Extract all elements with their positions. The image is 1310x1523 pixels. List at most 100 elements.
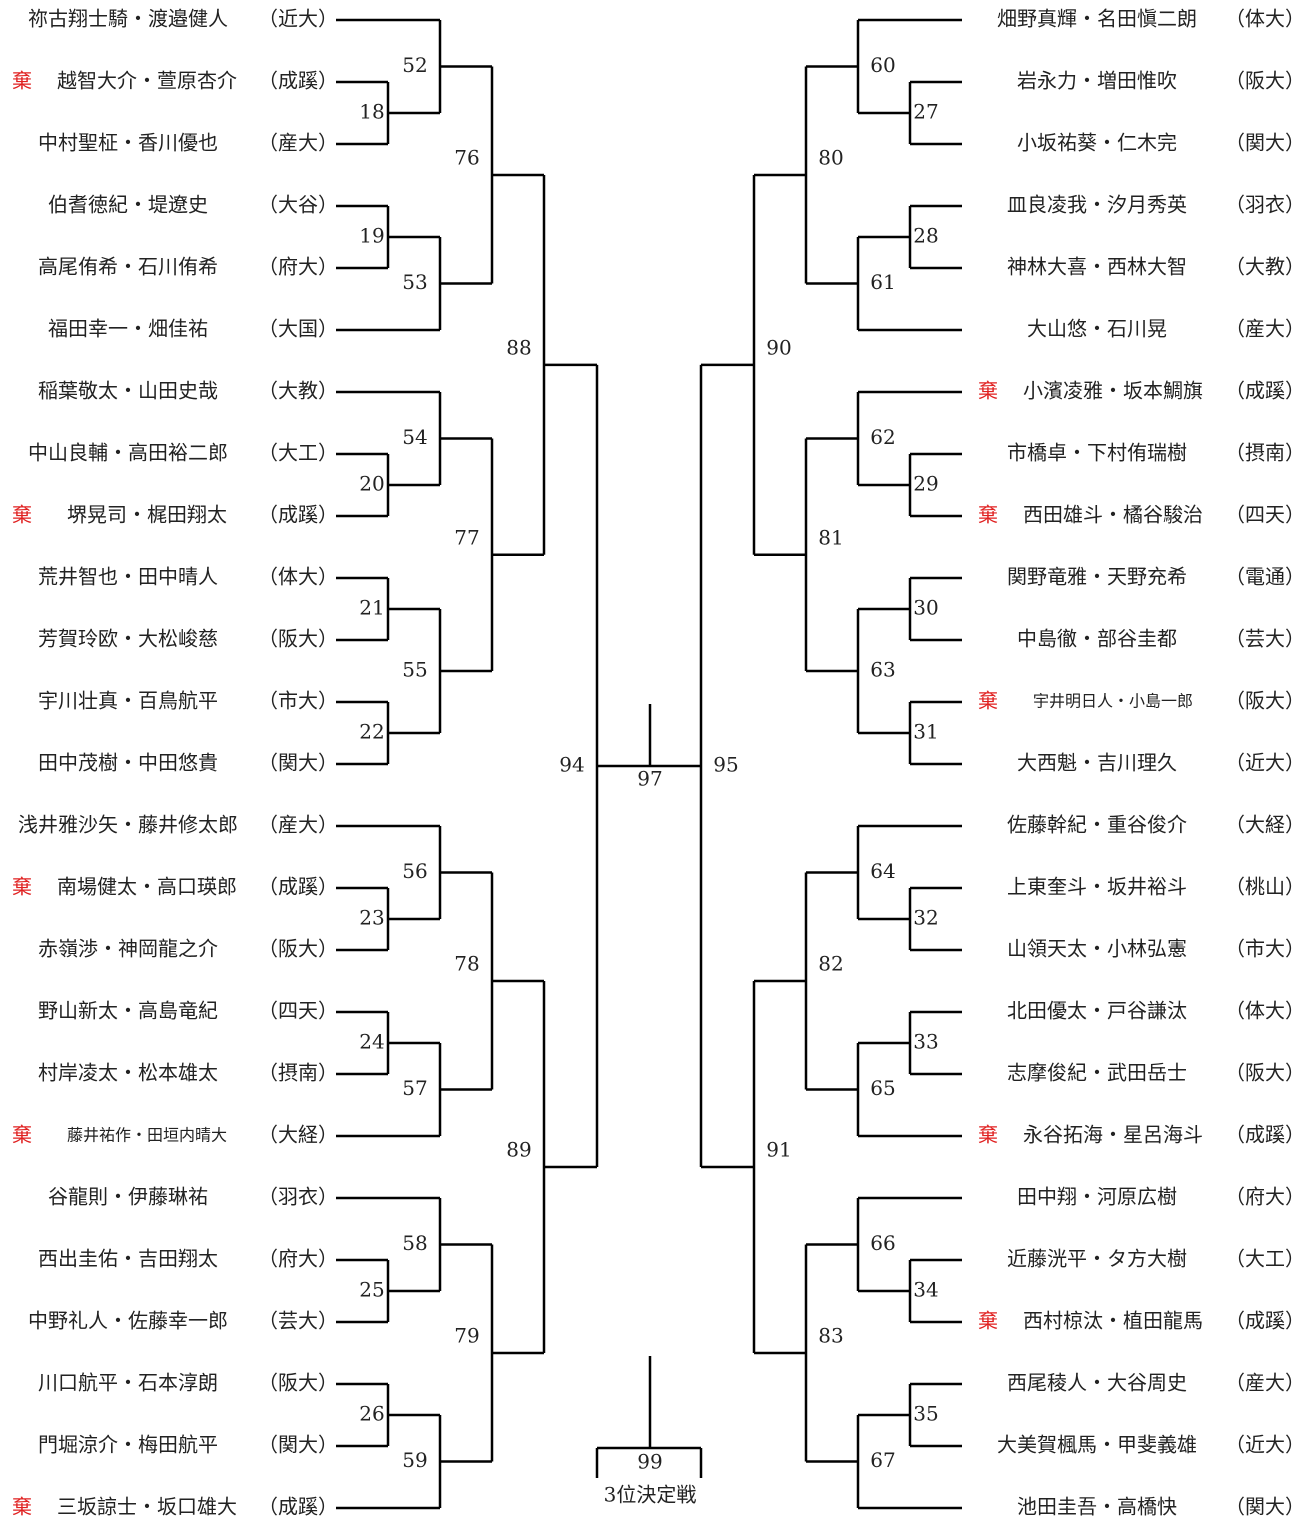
match-number: 91	[766, 1138, 791, 1162]
school: （四天）	[258, 999, 338, 1023]
player-names: 中島徹・部谷圭都	[1017, 627, 1177, 651]
abandon-mark: 棄	[978, 1309, 998, 1333]
match-number: 26	[359, 1402, 384, 1426]
player-names: 高尾侑希・石川侑希	[38, 255, 218, 279]
abandon-mark: 棄	[978, 689, 998, 713]
school: （府大）	[258, 1247, 338, 1271]
third-label: 99	[637, 1450, 662, 1474]
match-number: 76	[454, 146, 479, 170]
match-number: 20	[359, 472, 384, 496]
match-number: 59	[402, 1448, 427, 1472]
abandon-mark: 棄	[978, 503, 998, 527]
school: （成蹊）	[1225, 1309, 1305, 1333]
player-names: 祢古翔士騎・渡邉健人	[28, 7, 228, 31]
match-number: 81	[818, 525, 843, 549]
school: （芸大）	[258, 1309, 338, 1333]
school: （産大）	[258, 813, 338, 837]
school: （市大）	[1225, 937, 1305, 961]
school: （成蹊）	[258, 1495, 338, 1519]
match-number: 82	[818, 952, 843, 976]
match-number: 22	[359, 720, 384, 744]
player-names: 福田幸一・畑佳祐	[48, 317, 208, 341]
match-number: 58	[402, 1231, 427, 1255]
match-number: 33	[913, 1030, 938, 1054]
abandon-mark: 棄	[978, 379, 998, 403]
match-number: 32	[913, 906, 938, 930]
abandon-mark: 棄	[12, 1495, 32, 1519]
player-names: 宇川壮真・百鳥航平	[38, 689, 218, 713]
school: （羽衣）	[1225, 193, 1305, 217]
player-names: 志摩俊紀・武田岳士	[1007, 1061, 1187, 1085]
player-names: 村岸凌太・松本雄太	[38, 1061, 218, 1085]
player-names: 川口航平・石本淳朗	[38, 1371, 218, 1395]
school: （大教）	[1225, 255, 1305, 279]
match-number: 57	[402, 1076, 427, 1100]
school: （大経）	[258, 1123, 338, 1147]
school: （体大）	[1225, 999, 1305, 1023]
player-names: 大美賀楓馬・甲斐義雄	[997, 1433, 1197, 1457]
match-number: 79	[454, 1324, 479, 1348]
player-names: 田中茂樹・中田悠貴	[38, 751, 218, 775]
player-names: 西出圭佑・吉田翔太	[38, 1247, 218, 1271]
player-names: 藤井祐作・田垣内晴大	[67, 1126, 227, 1145]
player-names: 野山新太・高島竜紀	[38, 999, 218, 1023]
player-names: 北田優太・戸谷謙汰	[1007, 999, 1187, 1023]
player-names: 宇井明日人・小島一郎	[1033, 692, 1193, 711]
third-title: 3位決定戦	[604, 1483, 697, 1507]
player-names: 浅井雅沙矢・藤井修太郎	[18, 813, 238, 837]
school: （成蹊）	[258, 503, 338, 527]
school: （関大）	[258, 751, 338, 775]
match-number: 28	[913, 224, 938, 248]
school: （大国）	[258, 317, 338, 341]
match-number: 56	[402, 859, 427, 883]
player-names: 大西魁・吉川理久	[1017, 751, 1177, 775]
school: （体大）	[258, 565, 338, 589]
player-names: 山領天太・小林弘憲	[1007, 937, 1187, 961]
player-names: 芳賀玲欧・大松峻慈	[38, 627, 218, 651]
school: （芸大）	[1225, 627, 1305, 651]
match-number: 61	[870, 270, 895, 294]
match-number: 55	[402, 658, 427, 682]
school: （関大）	[258, 1433, 338, 1457]
player-names: 皿良凌我・汐月秀英	[1007, 193, 1187, 217]
player-names: 中村聖柾・香川優也	[38, 131, 218, 155]
match-number: 52	[402, 53, 427, 77]
player-names: 南場健太・高口瑛郎	[57, 875, 237, 899]
player-names: 荒井智也・田中晴人	[38, 565, 218, 589]
player-names: 佐藤幹紀・重谷俊介	[1007, 813, 1187, 837]
school: （近大）	[1225, 751, 1305, 775]
school: （体大）	[1225, 7, 1305, 31]
school: （成蹊）	[258, 69, 338, 93]
final-label: 97	[637, 767, 662, 791]
school: （近大）	[1225, 1433, 1305, 1457]
player-names: 越智大介・萱原杏介	[57, 69, 237, 93]
school: （阪大）	[258, 627, 338, 651]
match-number: 60	[870, 53, 895, 77]
school: （阪大）	[258, 937, 338, 961]
school: （電通）	[1225, 565, 1305, 589]
player-names: 赤嶺渉・神岡龍之介	[38, 937, 218, 961]
school: （成蹊）	[1225, 1123, 1305, 1147]
player-names: 関野竜雅・天野充希	[1007, 565, 1187, 589]
school: （阪大）	[1225, 69, 1305, 93]
match-number: 54	[402, 425, 427, 449]
school: （府大）	[258, 255, 338, 279]
match-number: 64	[870, 859, 895, 883]
match-number: 18	[359, 100, 384, 124]
school: （大工）	[258, 441, 338, 465]
match-number: 31	[913, 720, 938, 744]
match-number: 34	[913, 1278, 938, 1302]
match-number: 53	[402, 270, 427, 294]
match-number: 30	[913, 596, 938, 620]
school: （市大）	[258, 689, 338, 713]
player-names: 小濱凌雅・坂本鯛旗	[1023, 379, 1203, 403]
match-number: 27	[913, 100, 938, 124]
abandon-mark: 棄	[12, 1123, 32, 1147]
match-number: 21	[359, 596, 384, 620]
match-number: 77	[454, 525, 479, 549]
school: （関大）	[1225, 1495, 1305, 1519]
player-names: 西尾稜人・大谷周史	[1007, 1371, 1187, 1395]
school: （羽衣）	[258, 1185, 338, 1209]
player-names: 西田雄斗・橘谷駿治	[1023, 503, 1203, 527]
